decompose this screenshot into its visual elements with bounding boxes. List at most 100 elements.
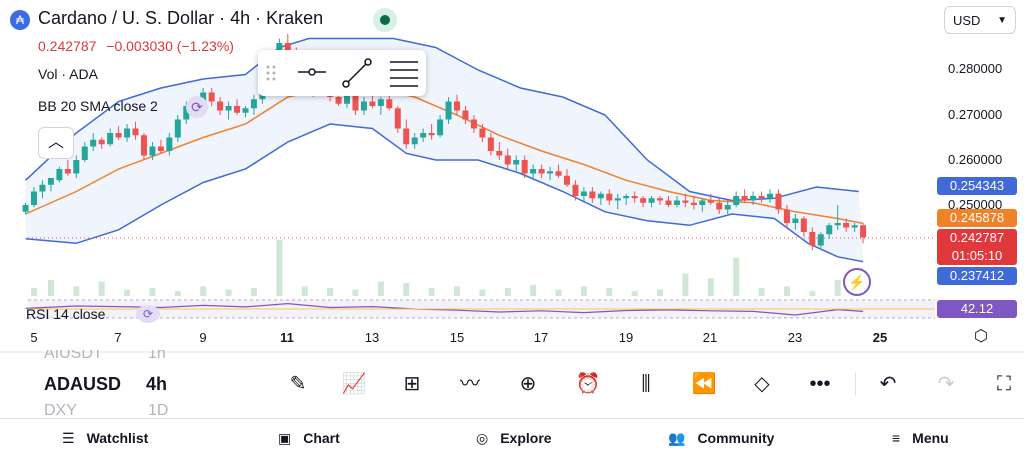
nav-chart[interactable]: ▣ Chart	[278, 430, 340, 447]
cardano-logo-icon: ₳	[10, 10, 30, 30]
candle-body	[496, 151, 503, 156]
candle-body	[81, 146, 88, 160]
candle-body	[225, 106, 232, 111]
candle-body	[284, 43, 291, 52]
candle-body	[690, 202, 697, 205]
candle-body	[826, 225, 833, 235]
volume-bar	[250, 288, 257, 296]
volume-indicator-label[interactable]: Vol · ADA	[38, 66, 98, 82]
nav-watchlist[interactable]: ☰ Watchlist	[62, 430, 148, 447]
candle-body	[166, 137, 173, 151]
layers-icon[interactable]: ◇	[754, 373, 770, 395]
volume-bar	[707, 278, 714, 296]
volume-bar	[31, 288, 37, 296]
horizontal-line-tool-icon[interactable]	[298, 68, 326, 76]
add-symbol-icon[interactable]: ⊕	[519, 373, 537, 395]
symbol-picker-current[interactable]: ADAUSD	[44, 374, 122, 394]
settings-lines-icon[interactable]	[390, 61, 418, 87]
candle-style-icon[interactable]: ⫼	[641, 373, 651, 395]
symbol-picker-prev[interactable]: AIUSDT	[44, 350, 103, 362]
volume-bar	[352, 289, 359, 296]
candle-body	[606, 193, 613, 201]
drawing-toolbar	[258, 50, 426, 96]
candle-body	[631, 196, 638, 199]
trend-line-tool-icon[interactable]	[342, 58, 372, 88]
candle-body	[860, 225, 867, 238]
candle-body	[487, 137, 494, 151]
candle-body	[623, 196, 630, 199]
watchlist-icon: ☰	[62, 430, 75, 446]
candle-body	[107, 133, 114, 145]
more-icon[interactable]: •••	[809, 373, 831, 395]
candle-body	[809, 232, 816, 246]
y-tick: 0.280000	[948, 61, 1003, 76]
candle-body	[775, 193, 782, 210]
currency-select[interactable]: USD ▼	[944, 6, 1016, 34]
price-tag: 0.242787 01:05:10	[937, 229, 1017, 265]
candle-body	[843, 223, 850, 228]
alert-clock-icon[interactable]: ⏰	[575, 373, 601, 395]
candle-body	[716, 202, 723, 210]
indicators-icon[interactable]: 📈	[341, 373, 367, 395]
x-tick: 5	[30, 330, 38, 345]
drag-handle-icon[interactable]	[266, 65, 276, 81]
volume-bar	[454, 286, 460, 296]
volume-bar	[428, 288, 435, 296]
candle-body	[31, 191, 37, 205]
volume-bar	[200, 286, 207, 296]
nav-community[interactable]: 👥 Community	[668, 430, 774, 447]
compare-icon[interactable]: 〰	[460, 373, 480, 395]
nav-menu[interactable]: ≡ Menu	[892, 430, 949, 446]
candle-body	[767, 193, 774, 199]
candle-body	[657, 198, 664, 201]
interval-picker-current[interactable]: 4h	[146, 374, 168, 394]
replay-icon[interactable]: ⏪	[691, 373, 717, 395]
basis-tag: 0.245878	[937, 209, 1017, 227]
candle-body	[73, 160, 80, 174]
price-tag-value: 0.242787	[949, 230, 1005, 245]
candle-body	[521, 160, 528, 174]
volume-bar	[377, 281, 384, 296]
rsi-line	[25, 302, 864, 316]
market-open-icon[interactable]	[373, 8, 397, 32]
interval-picker-prev[interactable]: 1h	[148, 350, 166, 362]
y-tick: 0.250000	[948, 197, 1003, 212]
rsi-indicator-label[interactable]: RSI 14 close	[26, 306, 106, 322]
nav-community-label: Community	[697, 430, 775, 446]
candle-body	[707, 200, 714, 203]
compass-icon: ◎	[476, 430, 489, 446]
candle-body	[555, 171, 562, 176]
drawing-pen-icon[interactable]: ✎	[289, 373, 307, 395]
candle-body	[724, 205, 731, 210]
interval-picker-next[interactable]: 1D	[148, 402, 169, 418]
candle-body	[750, 196, 757, 201]
nav-explore[interactable]: ◎ Explore	[476, 430, 552, 447]
chevron-down-icon: ▼	[997, 15, 1007, 26]
redo-icon[interactable]: ↷	[937, 373, 955, 395]
symbol-title[interactable]: Cardano / U. S. Dollar · 4h · Kraken	[38, 8, 324, 28]
undo-icon[interactable]: ↶	[879, 373, 897, 395]
candle-body	[183, 106, 190, 120]
candle-body	[157, 146, 164, 151]
candle-body	[22, 205, 29, 212]
candle-body	[174, 119, 181, 138]
chart-settings-icon[interactable]: ⬡	[974, 328, 988, 345]
candle-body	[834, 223, 841, 226]
lower-band-tag: 0.237412	[937, 267, 1017, 285]
symbol-picker-next[interactable]: DXY	[44, 402, 77, 418]
collapse-legend-button[interactable]: ︿	[38, 127, 74, 159]
candle-body	[530, 169, 537, 174]
fullscreen-icon[interactable]: ⛶	[997, 373, 1011, 395]
candle-body	[614, 198, 621, 201]
candle-body	[56, 169, 63, 181]
candle-body	[758, 196, 765, 199]
toolbar-divider	[855, 372, 856, 396]
lightning-icon[interactable]: ⚡	[843, 268, 871, 296]
candle-body	[39, 184, 46, 192]
upper-band-tag: 0.254343	[937, 177, 1017, 195]
layouts-grid-icon[interactable]: ⊞	[403, 373, 421, 395]
candle-body	[360, 101, 367, 111]
bb-indicator-label[interactable]: BB 20 SMA close 2	[38, 98, 158, 114]
candle-body	[445, 101, 452, 120]
